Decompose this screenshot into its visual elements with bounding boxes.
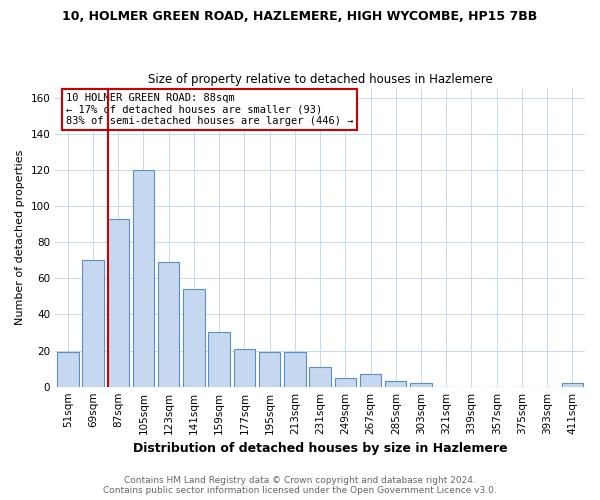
Bar — [233, 348, 255, 387]
Bar — [360, 374, 381, 386]
Bar — [259, 352, 280, 386]
Bar — [57, 352, 79, 386]
Bar — [82, 260, 104, 386]
Text: 10, HOLMER GREEN ROAD, HAZLEMERE, HIGH WYCOMBE, HP15 7BB: 10, HOLMER GREEN ROAD, HAZLEMERE, HIGH W… — [62, 10, 538, 23]
Bar — [133, 170, 154, 386]
Bar — [284, 352, 305, 386]
Title: Size of property relative to detached houses in Hazlemere: Size of property relative to detached ho… — [148, 73, 493, 86]
Bar — [335, 378, 356, 386]
Bar — [183, 289, 205, 386]
Bar — [310, 367, 331, 386]
Bar — [562, 383, 583, 386]
Bar — [410, 383, 432, 386]
Y-axis label: Number of detached properties: Number of detached properties — [15, 150, 25, 326]
Bar — [385, 382, 406, 386]
Bar — [158, 262, 179, 386]
Text: Contains HM Land Registry data © Crown copyright and database right 2024.
Contai: Contains HM Land Registry data © Crown c… — [103, 476, 497, 495]
Text: 10 HOLMER GREEN ROAD: 88sqm
← 17% of detached houses are smaller (93)
83% of sem: 10 HOLMER GREEN ROAD: 88sqm ← 17% of det… — [66, 93, 353, 126]
Bar — [208, 332, 230, 386]
Bar — [107, 218, 129, 386]
X-axis label: Distribution of detached houses by size in Hazlemere: Distribution of detached houses by size … — [133, 442, 508, 455]
